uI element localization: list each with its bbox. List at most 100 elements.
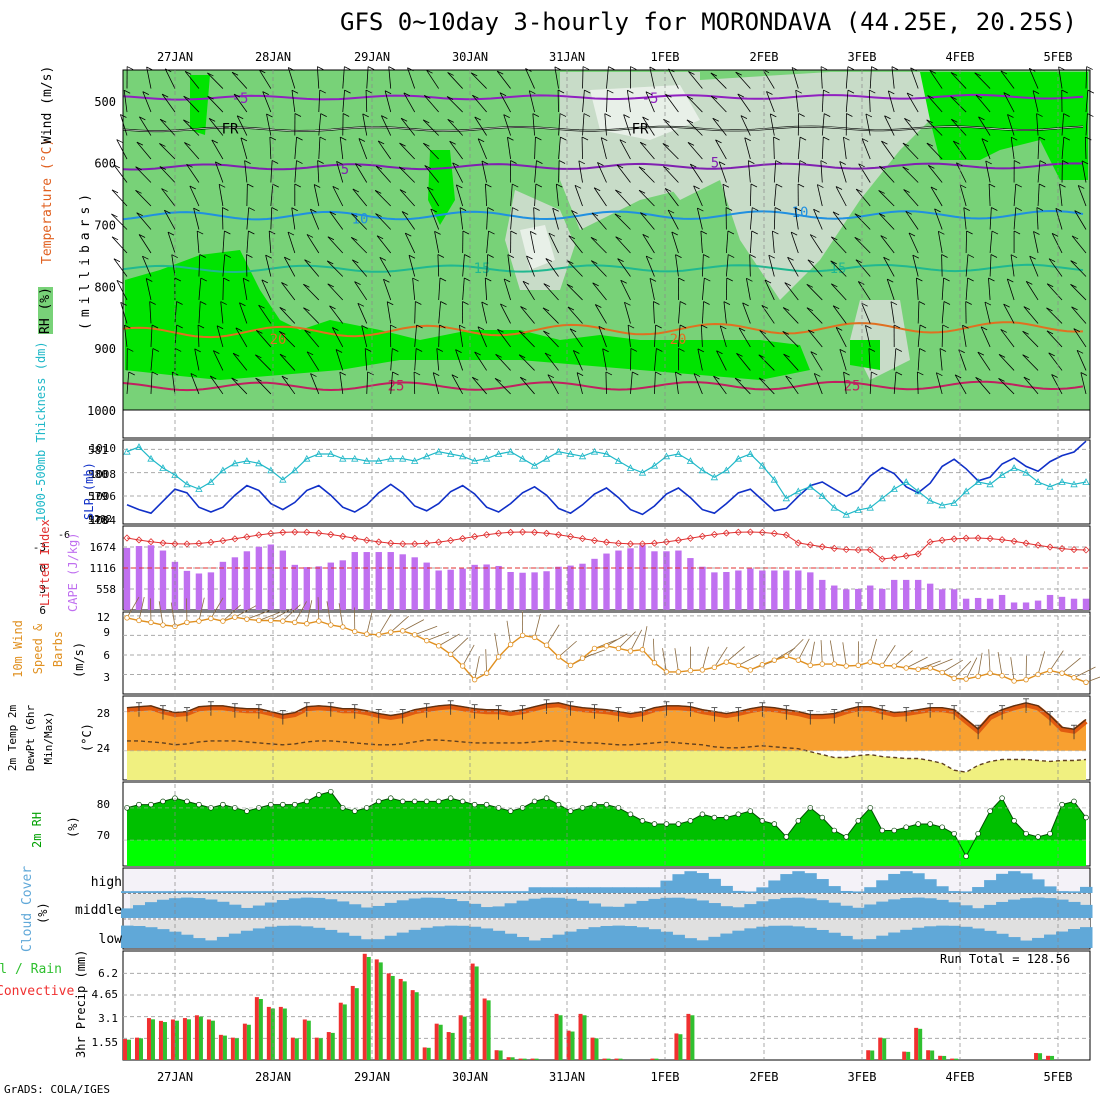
wind-barb <box>533 207 535 230</box>
rh2m-point <box>591 801 598 808</box>
wind-barb <box>167 231 176 254</box>
wind-barb-flag <box>519 330 526 335</box>
wind-barb-flag <box>532 113 540 117</box>
wind-barb-flag <box>197 324 205 329</box>
wind-barb <box>675 372 679 394</box>
wind-barb-flag <box>222 207 229 211</box>
upper-air-ylabel-wind: Wind (m/s) <box>40 65 55 144</box>
wind-barb-flag <box>383 278 390 283</box>
cloud-low-bar <box>216 936 230 948</box>
cloud-middle-bar <box>1056 899 1069 918</box>
wind-barb-flag <box>697 348 705 353</box>
wind-barb-flag <box>269 136 277 141</box>
precip-total-bar <box>926 1050 931 1060</box>
thickness-point <box>255 459 263 467</box>
wind-barb <box>313 184 320 207</box>
wind-barb <box>499 92 511 113</box>
wind-barb <box>207 95 224 113</box>
wind-barb <box>287 67 296 89</box>
cloud-high-bar <box>588 887 602 893</box>
wind-barb-flag <box>423 142 430 147</box>
wind-barb <box>821 113 825 136</box>
wind-barb <box>663 119 679 136</box>
cloud-low-bar <box>948 925 961 948</box>
wind-barb-flag <box>740 115 748 119</box>
wind-barb-flag <box>990 254 998 258</box>
wind-barb-flag <box>616 164 624 169</box>
precip-total-bar <box>254 997 259 1060</box>
wind-barb <box>989 231 993 254</box>
cape-bar <box>507 571 514 610</box>
wind-barb <box>1046 283 1063 301</box>
wind-barb <box>855 188 871 207</box>
precip-convective-bar <box>558 1015 563 1060</box>
wind-barb <box>832 211 847 230</box>
wind-barb <box>868 348 871 371</box>
precip-convective-bar <box>222 1035 227 1060</box>
cloud-middle-bar <box>720 906 733 918</box>
precip-total-bar <box>650 1058 655 1060</box>
pressure-tick-label: 600 <box>94 157 116 171</box>
cloud-middle-bar <box>216 901 230 918</box>
precip-convective-bar <box>1038 1053 1043 1060</box>
wind-barb-flag <box>1070 260 1077 265</box>
precip-total-bar <box>614 1058 619 1060</box>
wind-barb-flag <box>183 95 190 100</box>
lifted-index-point <box>363 536 371 544</box>
wind-barb <box>1010 137 1015 160</box>
cloud-high-bar <box>888 873 901 893</box>
cape-bar <box>1034 600 1042 610</box>
wind-barb-flag <box>775 160 782 164</box>
wind-barb-flag <box>124 324 131 329</box>
wind-speed-point <box>196 618 202 624</box>
surface-wind-barb <box>1010 657 1015 682</box>
wind-barb-flag <box>340 136 347 141</box>
wind-barb <box>602 348 607 371</box>
lifted-index-line <box>126 531 1087 560</box>
wind-barb-flag <box>773 136 780 141</box>
cloud-middle-bar <box>576 900 590 918</box>
rh2m-point <box>723 814 730 821</box>
thickness-point <box>866 503 874 511</box>
thickness-point <box>1070 480 1078 488</box>
wind-barb <box>222 277 224 300</box>
cloud-high-bar <box>720 885 733 893</box>
wind-barb-flag <box>224 230 231 235</box>
wind-barb-flag <box>592 282 599 287</box>
wind-barb <box>1077 185 1087 207</box>
wind-barb <box>929 70 943 89</box>
wind-barb-flag <box>710 72 718 77</box>
cloud-middle-bar <box>828 902 841 918</box>
wind-speed-point <box>507 641 514 648</box>
cloud-low-bar <box>732 930 745 948</box>
wind-barb <box>184 142 200 160</box>
precip-total-bar <box>386 973 391 1060</box>
cloud-middle-bar <box>444 899 458 918</box>
cloud-high-bar <box>612 887 625 893</box>
lifted-index-point <box>686 534 694 542</box>
wind-barb <box>854 213 871 230</box>
wind-barb-flag <box>199 254 206 258</box>
wind-barb-flag <box>843 136 850 141</box>
wind-barb <box>543 330 559 348</box>
isotherm-label: 5 <box>341 162 349 178</box>
cape-bar <box>771 570 778 610</box>
precip-total-bar <box>314 1037 319 1060</box>
wind-barb <box>1055 208 1063 230</box>
wind-barb <box>617 258 631 277</box>
wind-barb-flag <box>543 283 550 287</box>
wind-barb-flag <box>887 278 894 283</box>
wind-barb <box>664 188 679 207</box>
wind-barb-flag <box>962 324 969 329</box>
isotherm-25 <box>122 380 1084 392</box>
surface-wind-barb <box>642 626 648 650</box>
wind-speed-point <box>639 647 646 653</box>
cloud-high-bar <box>372 891 386 893</box>
wind-barb <box>884 115 895 136</box>
wind-barb <box>220 301 224 324</box>
wind-barb <box>376 235 392 254</box>
wind-barb-flag <box>675 371 682 376</box>
wind-barb <box>978 116 991 136</box>
cloud-middle-bar <box>768 899 781 918</box>
precip-convective-bar <box>306 1020 311 1060</box>
